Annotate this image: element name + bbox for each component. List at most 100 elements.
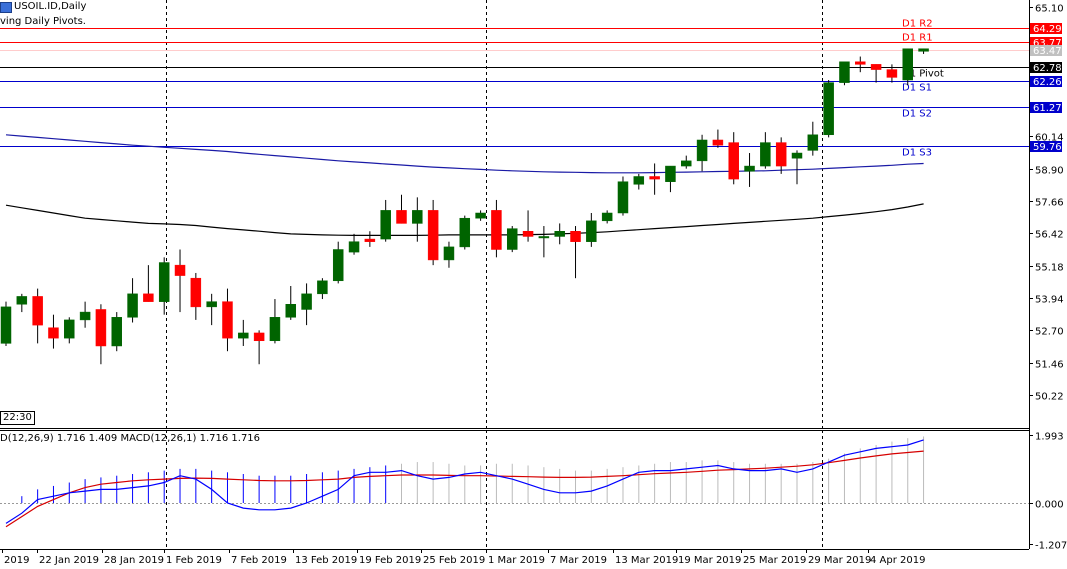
ma-fast-line	[5, 134, 924, 174]
candle-bear	[222, 301, 233, 339]
macd-tick-label: -1.207	[1035, 541, 1067, 552]
pivot-label: D1 R1	[902, 33, 933, 44]
price-tick-label: 50.22	[1035, 392, 1064, 403]
candle-bear	[570, 230, 581, 242]
candle-bull	[601, 212, 613, 222]
candle-bear	[522, 230, 534, 237]
candle-bull	[617, 181, 629, 214]
level-price-tag-text: 59.76	[1033, 142, 1062, 153]
symbol-title: USOIL.ID,Daily	[0, 0, 87, 13]
level-price-tag-text: 64.29	[1033, 24, 1062, 35]
candle-bear	[396, 210, 407, 224]
level-price-tag	[1030, 45, 1062, 56]
candle-bull	[412, 210, 423, 224]
candles	[0, 48, 929, 365]
date-tick-label: 25 Mar 2019	[743, 555, 806, 566]
candle-bull	[839, 61, 850, 83]
date-tick-label: 22 Jan 2019	[39, 555, 99, 566]
date-tick-label: 13 Mar 2019	[615, 555, 678, 566]
candle-bull	[506, 228, 518, 250]
candle-bull	[269, 317, 281, 342]
date-tick-label: 2019	[4, 555, 29, 566]
candle-bull	[823, 82, 834, 136]
macd-signal-line	[5, 450, 924, 528]
date-tick-label: 7 Mar 2019	[550, 555, 607, 566]
level-price-tag-text: 62.26	[1033, 77, 1062, 88]
candle-bull	[380, 210, 391, 240]
candle-bull	[696, 139, 708, 162]
price-tick-label: 53.94	[1035, 295, 1064, 306]
axes: 65.10 60.14 58.90 57.66 56.42 55.18 53.94 52.70…	[2, 4, 1067, 566]
macd-tick-label: 1.993	[1035, 432, 1064, 443]
level-price-tag-text: 63.47	[1033, 46, 1062, 57]
candle-bear	[886, 69, 898, 78]
candle-bull	[807, 134, 819, 151]
candle-bull	[64, 319, 75, 339]
candle-bull	[16, 296, 28, 305]
pivot-label: D1 S1	[902, 83, 932, 94]
pivot-label: D1 R2	[902, 19, 933, 30]
price-tick-label: 60.14	[1035, 133, 1064, 144]
price-tick-label: 65.10	[1035, 4, 1064, 15]
candle-bear	[95, 309, 107, 347]
candle-bull	[902, 48, 913, 81]
level-price-tag	[1030, 102, 1062, 113]
candle-bull	[111, 317, 122, 347]
candle-bull	[791, 152, 803, 159]
macd-tick-label: 0.000	[1035, 500, 1064, 511]
candle-bull	[127, 293, 138, 318]
candle-bull	[0, 306, 12, 344]
price-tick-label: 55.18	[1035, 263, 1064, 274]
candle-bear	[143, 293, 154, 302]
candle-bull	[206, 301, 217, 308]
date-tick-label: 1 Feb 2019	[166, 555, 222, 566]
candle-bull	[475, 212, 486, 219]
candle-bull	[443, 246, 455, 261]
candle-bear	[174, 264, 186, 276]
candle-bear	[427, 210, 439, 261]
date-tick-label: 4 Apr 2019	[870, 555, 925, 566]
date-tick-label: 19 Feb 2019	[359, 555, 421, 566]
pivot-label: D1 S3	[902, 148, 932, 159]
candle-bear	[491, 210, 502, 250]
date-tick-label: 1 Mar 2019	[488, 555, 545, 566]
candle-bull	[760, 142, 771, 167]
candle-bear	[712, 139, 724, 146]
candle-bull	[744, 165, 755, 172]
level-price-tag-text: 61.27	[1033, 103, 1062, 114]
candle-bull	[301, 293, 312, 310]
candle-bull	[79, 311, 91, 321]
macd-title: D(12,26,9) 1.716 1.409 MACD(12,26,1) 1.7…	[0, 433, 261, 444]
candle-bear	[253, 332, 265, 342]
candle-bull	[285, 304, 297, 318]
level-price-tag	[1030, 62, 1062, 73]
date-tick-label: 13 Feb 2019	[295, 555, 357, 566]
symbol-icon	[0, 2, 12, 13]
candle-bear	[364, 238, 376, 242]
macd-line	[5, 439, 924, 524]
candle-bear	[649, 176, 660, 180]
candle-bull	[317, 280, 328, 295]
candle-bear	[728, 142, 739, 180]
candle-bear	[190, 277, 202, 308]
candle-bear	[870, 64, 882, 70]
candle-bull	[332, 249, 344, 282]
candle-bull	[538, 236, 550, 239]
candle-bull	[554, 230, 565, 237]
candle-bear	[32, 296, 43, 326]
pivot-label: D1 Pivot	[902, 69, 944, 80]
symbol-title-text: USOIL.ID,Daily	[14, 1, 87, 12]
candle-bull	[158, 262, 170, 302]
date-tick-label: 7 Feb 2019	[231, 555, 287, 566]
indicator-title: ving Daily Pivots.	[0, 16, 86, 27]
level-price-tag	[1030, 141, 1062, 152]
candle-bull	[459, 217, 471, 248]
separators	[0, 0, 1030, 550]
candle-bear	[855, 61, 866, 65]
price-tick-label: 51.46	[1035, 360, 1064, 371]
candle-bull	[665, 165, 676, 182]
candle-bear	[775, 142, 787, 167]
level-price-tag	[1030, 23, 1062, 34]
pivot-label: D1 S2	[902, 109, 932, 120]
candle-bull	[586, 220, 597, 242]
